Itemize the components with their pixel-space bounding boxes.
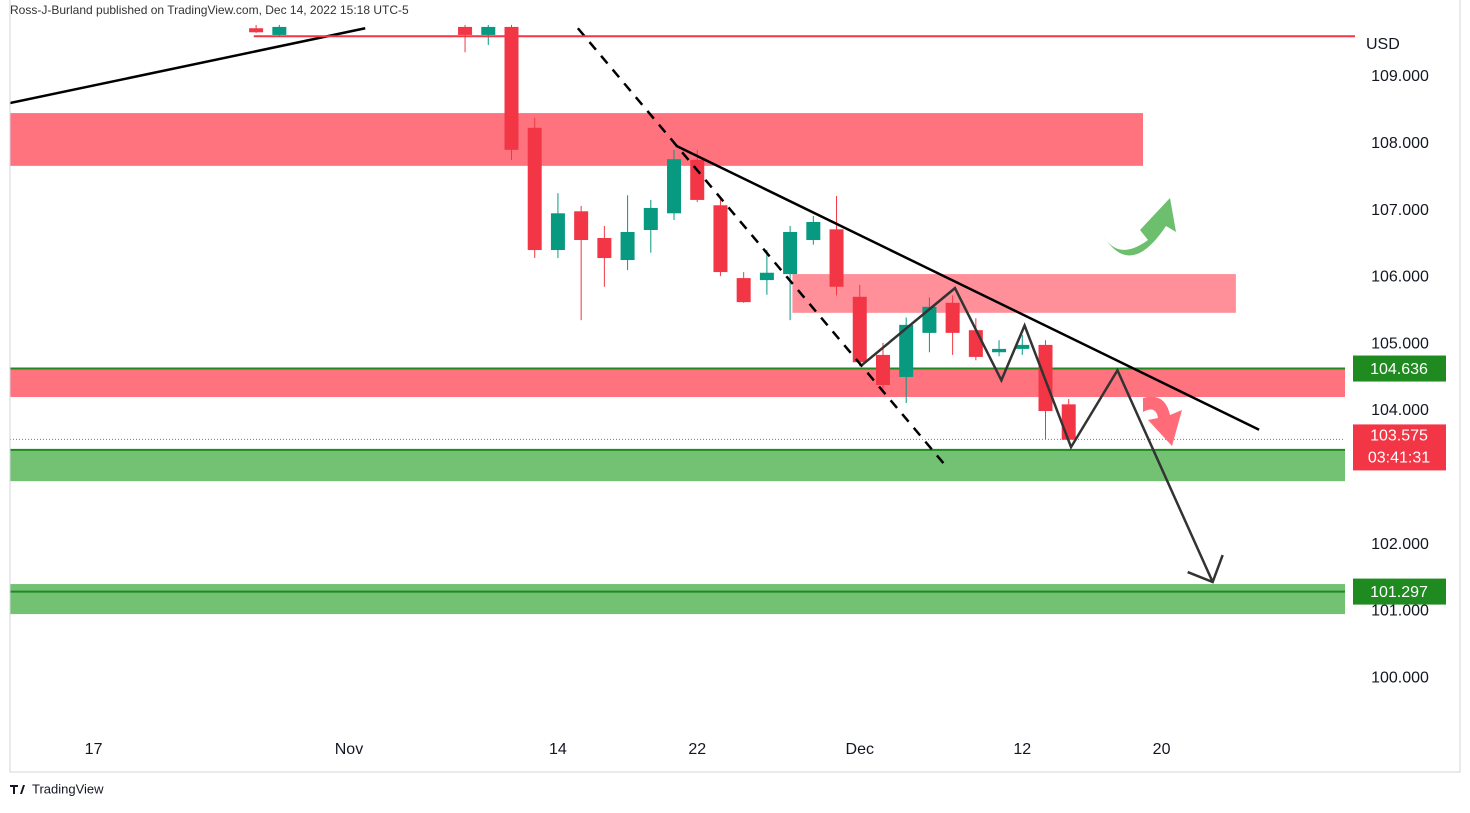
candle-body (667, 159, 682, 214)
price-label-box (1353, 355, 1446, 382)
logo-icon (10, 785, 25, 794)
header: Ross-J-Burland published on TradingView.… (10, 3, 409, 17)
candle-body (829, 229, 844, 287)
candle-body (272, 26, 287, 35)
candle-body (550, 213, 565, 251)
y-tick-label: 107.000 (1371, 202, 1429, 219)
y-tick-label: 106.000 (1371, 269, 1429, 286)
trendline (675, 144, 1260, 431)
y-tick-label: 109.000 (1371, 68, 1429, 85)
x-tick-label: 12 (1013, 741, 1031, 758)
candle-body (597, 238, 612, 259)
y-tick-label: 108.000 (1371, 135, 1429, 152)
footer-logo: TradingView (10, 781, 104, 796)
footer-text: TradingView (32, 781, 104, 796)
y-tick-label: 102.000 (1371, 536, 1429, 553)
candle-body (899, 324, 914, 377)
candle-body (945, 302, 960, 333)
x-tick-label: 17 (85, 741, 103, 758)
frame (9, 0, 1461, 773)
candle-body (992, 348, 1007, 353)
candle-body (759, 272, 774, 281)
y-tick-label: 100.000 (1371, 669, 1429, 686)
current-price-box (1353, 424, 1446, 471)
price-label-box (1353, 578, 1446, 605)
candle-body (574, 211, 589, 241)
zone (10, 113, 1144, 166)
candle-body (643, 207, 658, 230)
price-label: 101.297 (1370, 584, 1428, 601)
zone (10, 368, 1345, 397)
candle-body (783, 231, 798, 275)
candle-body (527, 127, 542, 251)
x-tick-label: Dec (846, 741, 874, 758)
x-tick-label: 22 (688, 741, 706, 758)
candle-body (504, 26, 519, 150)
arrow-head (1187, 554, 1224, 584)
y-tick-label: 105.000 (1371, 335, 1429, 352)
trendline (576, 27, 947, 467)
zone (10, 449, 1345, 482)
candle-body (713, 205, 728, 273)
candle-body (249, 28, 264, 33)
zone (10, 584, 1345, 615)
candle-body (806, 221, 821, 241)
candle-body (1015, 344, 1030, 349)
candle-body (1061, 404, 1076, 440)
candle-body (875, 354, 890, 385)
candle-body (736, 278, 751, 303)
green-arrow-icon (1103, 198, 1176, 256)
candle-body (690, 159, 705, 200)
candle-body (620, 231, 635, 261)
candle-body (968, 330, 983, 357)
red-arrow-icon (1143, 396, 1182, 446)
y-tick-label: 101.000 (1371, 603, 1429, 620)
plot-area (10, 24, 1345, 615)
x-tick-label: Nov (335, 741, 363, 758)
candle-body (852, 296, 867, 363)
candle-body (458, 26, 473, 35)
price-label: 104.636 (1370, 361, 1428, 378)
y-tick-label: 104.000 (1371, 402, 1429, 419)
current-price-label: 103.575 (1370, 428, 1428, 445)
trendline (861, 286, 1214, 583)
candle-body (481, 26, 496, 35)
countdown-label: 03:41:31 (1368, 450, 1430, 467)
currency-label: USD (1366, 36, 1400, 53)
x-tick-label: 14 (549, 741, 567, 758)
trendline (10, 27, 366, 105)
x-tick-label: 20 (1153, 741, 1171, 758)
